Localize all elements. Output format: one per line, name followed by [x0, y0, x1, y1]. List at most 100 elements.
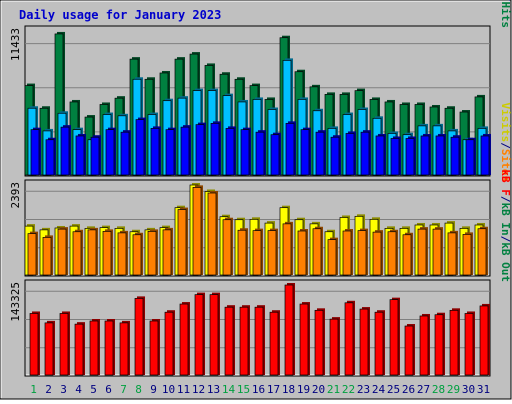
bar-face [87, 229, 97, 276]
bar-kbytes-kb-f-day-14 [224, 305, 235, 376]
bar-visits-sites-day-13 [207, 191, 218, 276]
bar-visits-sites-day-29 [447, 230, 458, 276]
bar-face [222, 219, 232, 276]
bar-face [240, 129, 250, 176]
legend-entry: kB F [499, 169, 512, 196]
x-tick-label-7: 7 [120, 383, 127, 396]
bar-visits-sites-day-18 [282, 221, 293, 276]
bar-face [270, 134, 280, 176]
bar-face [180, 126, 190, 176]
x-tick-label-5: 5 [90, 383, 97, 396]
bar-hits-pages-day-20 [315, 130, 326, 176]
x-tick-label-30: 30 [462, 383, 475, 396]
x-tick-label-24: 24 [372, 383, 386, 396]
bar-kbytes-kb-f-day-13 [209, 292, 220, 376]
bar-visits-sites-day-4 [72, 229, 83, 276]
bar-face [449, 309, 459, 376]
x-tick-label-6: 6 [105, 383, 112, 396]
bar-kbytes-kb-f-day-24 [374, 310, 385, 376]
x-tick-label-31: 31 [477, 383, 490, 396]
x-tick-label-26: 26 [402, 383, 415, 396]
bar-kbytes-kb-f-day-16 [254, 305, 265, 376]
bar-face [315, 131, 325, 176]
panel-visits-max-label: 2393 [9, 182, 22, 209]
bar-face [284, 284, 294, 376]
bar-visits-sites-day-23 [357, 228, 368, 276]
bar-face [102, 231, 112, 276]
bar-visits-sites-day-24 [372, 230, 383, 276]
bar-hits-pages-day-23 [360, 130, 371, 176]
bar-face [90, 136, 100, 176]
bar-face [402, 234, 412, 276]
bar-face [42, 237, 52, 276]
bar-face [165, 129, 175, 176]
bar-face [209, 294, 219, 376]
bar-visits-sites-day-19 [297, 228, 308, 276]
bar-face [357, 230, 367, 276]
bar-face [119, 322, 129, 376]
x-tick-label-19: 19 [297, 383, 310, 396]
bar-face [479, 305, 489, 376]
bar-visits-sites-day-1 [27, 231, 38, 276]
bar-face [269, 311, 279, 376]
bar-hits-pages-day-3 [60, 125, 71, 176]
bar-hits-pages-day-27 [420, 133, 431, 176]
bar-hits-pages-day-29 [450, 135, 461, 176]
bar-kbytes-kb-f-day-29 [449, 308, 460, 376]
panel-kbytes-legend: kB F/kB In/kB Out [499, 169, 512, 282]
bar-hits-pages-day-22 [345, 131, 356, 176]
bar-kbytes-kb-f-day-2 [44, 320, 55, 376]
bar-hits-pages-day-10 [165, 127, 176, 176]
x-tick-label-18: 18 [282, 383, 295, 396]
bar-face [252, 230, 262, 276]
bar-face [135, 119, 145, 176]
bar-face [164, 311, 174, 376]
bar-visits-sites-day-9 [147, 229, 158, 276]
bar-face [435, 135, 445, 176]
bar-face [59, 313, 69, 376]
bar-face [192, 187, 202, 276]
bar-face [434, 314, 444, 376]
legend-entry: / [499, 142, 512, 149]
bar-face [450, 136, 460, 176]
bar-visits-sites-day-10 [162, 227, 173, 276]
bar-face [480, 135, 490, 176]
bar-face [390, 138, 400, 176]
bar-visits-sites-day-17 [267, 228, 278, 276]
bar-hits-pages-day-8 [135, 117, 146, 176]
bar-face [462, 234, 472, 276]
bar-face [89, 320, 99, 376]
bar-face [254, 306, 264, 376]
bar-face [327, 239, 337, 276]
bar-face [464, 313, 474, 376]
x-tick-label-25: 25 [387, 383, 400, 396]
bar-kbytes-kb-f-day-28 [434, 312, 445, 376]
bar-visits-sites-day-8 [132, 232, 143, 276]
bar-kbytes-kb-f-day-1 [29, 311, 40, 376]
x-tick-label-21: 21 [327, 383, 340, 396]
bar-hits-pages-day-16 [255, 130, 266, 176]
bar-visits-sites-day-6 [102, 229, 113, 276]
bar-kbytes-kb-f-day-18 [284, 283, 295, 376]
x-tick-label-1: 1 [30, 383, 37, 396]
bar-face [447, 232, 457, 276]
x-tick-label-17: 17 [267, 383, 280, 396]
bar-hits-pages-day-11 [180, 125, 191, 176]
bar-visits-sites-day-30 [462, 232, 473, 276]
x-tick-label-16: 16 [252, 383, 265, 396]
bar-face [225, 128, 235, 176]
bar-kbytes-kb-f-day-22 [344, 300, 355, 376]
bar-kbytes-kb-f-day-19 [299, 302, 310, 376]
bar-face [207, 192, 217, 276]
bar-kbytes-kb-f-day-7 [119, 320, 130, 376]
bar-kbytes-kb-f-day-23 [359, 307, 370, 376]
x-tick-label-4: 4 [75, 383, 82, 396]
bar-face [417, 228, 427, 276]
bar-face [375, 135, 385, 176]
bar-face [195, 124, 205, 176]
x-tick-label-23: 23 [357, 383, 370, 396]
